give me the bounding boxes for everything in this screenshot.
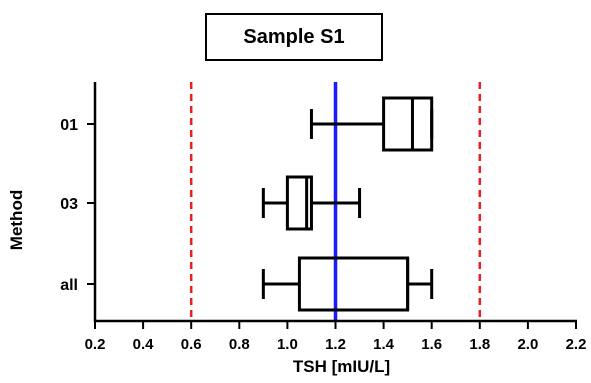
- y-tick-label-01: 01: [60, 117, 78, 134]
- x-tick-label-0.4: 0.4: [133, 336, 155, 353]
- x-tick-label-2.0: 2.0: [517, 336, 538, 353]
- box-03: [285, 175, 313, 231]
- box-all: [297, 256, 410, 312]
- x-tick-label-1.0: 1.0: [277, 336, 298, 353]
- y-tick-label-all: all: [60, 277, 78, 294]
- x-tick-label-1.8: 1.8: [469, 336, 490, 353]
- x-tick-label-0.2: 0.2: [85, 336, 106, 353]
- x-tick-label-0.8: 0.8: [229, 336, 250, 353]
- x-tick-label-2.2: 2.2: [566, 336, 587, 353]
- chart-title: Sample S1: [205, 13, 383, 61]
- x-tick-label-1.4: 1.4: [373, 336, 395, 353]
- x-axis-label: TSH [mIU/L]: [293, 357, 390, 376]
- box-01: [382, 96, 434, 152]
- x-tick-label-0.6: 0.6: [181, 336, 202, 353]
- y-axis-label: Method: [7, 190, 26, 250]
- x-tick-label-1.2: 1.2: [325, 336, 346, 353]
- chart-title-text: Sample S1: [243, 25, 345, 48]
- y-tick-label-03: 03: [60, 196, 78, 213]
- x-tick-label-1.6: 1.6: [421, 336, 442, 353]
